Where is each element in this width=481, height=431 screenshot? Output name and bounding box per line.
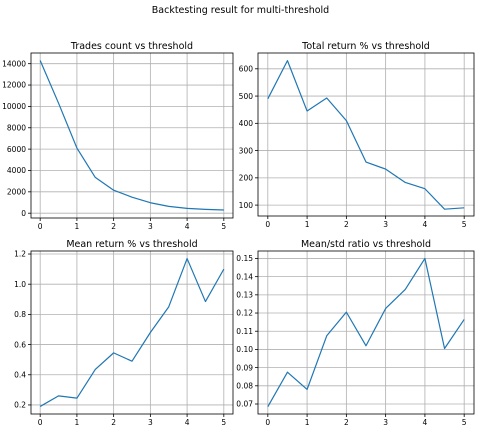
total-return-ytick-label: 300 (239, 146, 254, 155)
total-return-series-line (267, 60, 465, 210)
mean-return-chart: Mean return % vs threshold 0 1 2 3 4 5 0.2 0.4 0.… (14, 239, 234, 427)
trades-count-xtick-label: 1 (75, 222, 80, 231)
mean-std-ratio-ytick-label: 0.08 (236, 382, 253, 391)
trades-count-xtick-label: 0 (38, 222, 43, 231)
trades-count-xtick-label: 4 (185, 222, 190, 231)
mean-std-ratio-title: Mean/std ratio vs threshold (301, 239, 431, 250)
total-return-xtick-label: 0 (265, 220, 270, 229)
mean-std-ratio-xtick-label: 5 (462, 418, 467, 427)
total-return-ytick-label: 600 (239, 65, 254, 74)
mean-return-ytick-label: 1.2 (14, 250, 26, 259)
trades-count-ytick-label: 2000 (7, 188, 26, 197)
total-return-ytick-label: 200 (239, 174, 254, 183)
mean-return-ytick-label: 0.4 (14, 370, 26, 379)
total-return-xtick-label: 2 (344, 220, 349, 229)
mean-std-ratio-ytick-label: 0.15 (236, 254, 253, 263)
mean-return-xtick-label: 1 (75, 418, 80, 427)
mean-return-xtick-label: 3 (148, 418, 153, 427)
mean-std-ratio-ytick-label: 0.10 (236, 345, 253, 354)
total-return-title: Total return % vs threshold (301, 41, 430, 52)
trades-count-ytick-label: 8000 (7, 123, 26, 132)
mean-return-xtick-label: 4 (185, 418, 190, 427)
mean-return-xtick-label: 2 (111, 418, 116, 427)
trades-count-ytick-label: 4000 (7, 166, 26, 175)
mean-std-ratio-chart: Mean/std ratio vs threshold 0 1 2 3 4 5 0.07 0.0… (236, 239, 475, 427)
trades-count-ytick-label: 12000 (2, 81, 26, 90)
mean-std-ratio-axes-frame (257, 250, 475, 415)
trades-count-axes-frame (30, 52, 234, 219)
total-return-xtick-label: 3 (383, 220, 388, 229)
mean-std-ratio-ytick-label: 0.09 (236, 363, 253, 372)
mean-return-axes-frame (30, 250, 234, 415)
total-return-axes-frame (257, 52, 475, 217)
total-return-chart: Total return % vs threshold 0 1 2 3 4 5 100 200 3… (239, 41, 475, 229)
mean-std-ratio-xtick-label: 1 (305, 418, 310, 427)
trades-count-series-line (39, 60, 224, 211)
mean-return-ytick-label: 0.8 (14, 310, 26, 319)
mean-return-ytick-label: 0.6 (14, 340, 26, 349)
mean-std-ratio-xtick-label: 4 (423, 418, 428, 427)
mean-std-ratio-xtick-label: 2 (344, 418, 349, 427)
trades-count-title: Trades count vs threshold (70, 41, 193, 52)
mean-return-xtick-label: 0 (38, 418, 43, 427)
trades-count-ytick-label: 6000 (7, 145, 26, 154)
total-return-ytick-label: 500 (239, 92, 254, 101)
total-return-xtick-label: 5 (462, 220, 467, 229)
mean-return-ytick-label: 1.0 (14, 280, 26, 289)
total-return-ytick-label: 100 (239, 201, 254, 210)
mean-return-series-line (39, 257, 225, 407)
trades-count-ytick-label: 14000 (2, 59, 26, 68)
mean-return-ytick-label: 0.2 (14, 401, 26, 410)
mean-std-ratio-xtick-label: 0 (265, 418, 270, 427)
total-return-ytick-label: 400 (239, 119, 254, 128)
mean-std-ratio-ytick-label: 0.11 (236, 327, 253, 336)
total-return-xtick-label: 1 (305, 220, 310, 229)
mean-std-ratio-xtick-label: 3 (383, 418, 388, 427)
trades-count-chart: Trades count vs threshold 0 1 2 3 4 5 0 2000 4000… (2, 41, 234, 231)
mean-std-ratio-ytick-label: 0.12 (236, 309, 253, 318)
trades-count-xtick-label: 2 (111, 222, 116, 231)
trades-count-ytick-label: 0 (21, 209, 26, 218)
trades-count-xtick-label: 3 (148, 222, 153, 231)
total-return-xtick-label: 4 (423, 220, 428, 229)
mean-std-ratio-ytick-label: 0.13 (236, 291, 253, 300)
mean-return-title: Mean return % vs threshold (66, 239, 197, 250)
mean-std-ratio-ytick-label: 0.14 (236, 272, 253, 281)
trades-count-ytick-label: 10000 (2, 102, 26, 111)
mean-return-xtick-label: 5 (221, 418, 226, 427)
trades-count-xtick-label: 5 (221, 222, 226, 231)
mean-std-ratio-series-line (267, 257, 465, 408)
mean-std-ratio-ytick-label: 0.07 (236, 400, 253, 409)
figure-suptitle: Backtesting result for multi-threshold (152, 5, 329, 16)
